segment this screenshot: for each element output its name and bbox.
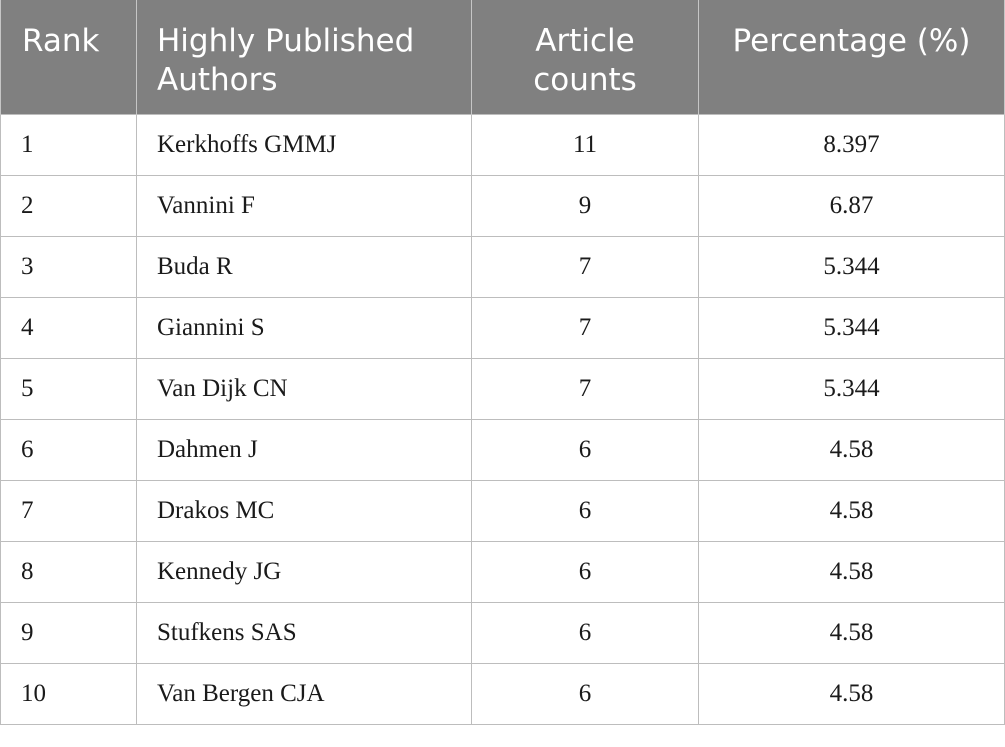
table-row: 1 Kerkhoffs GMMJ 11 8.397: [0, 113, 1005, 176]
percentage-cell: 6.87: [698, 174, 1005, 237]
percentage-cell: 4.58: [698, 540, 1005, 603]
table-row: 2 Vannini F 9 6.87: [0, 174, 1005, 237]
table-row: 5 Van Dijk CN 7 5.344: [0, 357, 1005, 420]
table-row: 8 Kennedy JG 6 4.58: [0, 540, 1005, 603]
rank-cell: 3: [0, 235, 137, 298]
header-counts-line1: Article: [535, 23, 635, 59]
header-percentage: Percentage (%): [698, 0, 1005, 114]
percentage-cell: 5.344: [698, 296, 1005, 359]
table-row: 9 Stufkens SAS 6 4.58: [0, 601, 1005, 664]
article-count-cell: 7: [471, 296, 699, 359]
rank-cell: 4: [0, 296, 137, 359]
author-cell: Vannini F: [136, 174, 472, 237]
article-count-cell: 6: [471, 662, 699, 725]
header-authors-line2: Authors: [157, 62, 278, 98]
author-cell: Stufkens SAS: [136, 601, 472, 664]
percentage-cell: 5.344: [698, 235, 1005, 298]
article-count-cell: 6: [471, 479, 699, 542]
article-count-cell: 6: [471, 601, 699, 664]
article-count-cell: 7: [471, 357, 699, 420]
percentage-cell: 4.58: [698, 418, 1005, 481]
article-count-cell: 6: [471, 540, 699, 603]
rank-cell: 2: [0, 174, 137, 237]
rank-cell: 6: [0, 418, 137, 481]
table-row: 6 Dahmen J 6 4.58: [0, 418, 1005, 481]
header-rank: Rank: [0, 0, 137, 114]
rank-cell: 10: [0, 662, 137, 725]
header-counts-line2: counts: [533, 62, 637, 98]
author-cell: Dahmen J: [136, 418, 472, 481]
percentage-cell: 5.344: [698, 357, 1005, 420]
article-count-cell: 11: [471, 113, 699, 176]
header-percentage-label: Percentage (%): [732, 23, 971, 59]
percentage-cell: 4.58: [698, 601, 1005, 664]
article-count-cell: 7: [471, 235, 699, 298]
author-cell: Buda R: [136, 235, 472, 298]
table-body: 1 Kerkhoffs GMMJ 11 8.397 2 Vannini F 9 …: [0, 113, 1005, 725]
table-row: 10 Van Bergen CJA 6 4.58: [0, 662, 1005, 725]
header-rank-label: Rank: [22, 23, 100, 59]
table-header: Rank Highly Published Authors Article coun…: [0, 0, 1005, 114]
percentage-cell: 4.58: [698, 662, 1005, 725]
table-row: 7 Drakos MC 6 4.58: [0, 479, 1005, 542]
percentage-cell: 4.58: [698, 479, 1005, 542]
header-authors: Highly Published Authors: [136, 0, 472, 114]
author-cell: Kerkhoffs GMMJ: [136, 113, 472, 176]
author-cell: Van Dijk CN: [136, 357, 472, 420]
rank-cell: 5: [0, 357, 137, 420]
rank-cell: 7: [0, 479, 137, 542]
author-cell: Giannini S: [136, 296, 472, 359]
table-row: 3 Buda R 7 5.344: [0, 235, 1005, 298]
rank-cell: 1: [0, 113, 137, 176]
header-authors-line1: Highly Published: [157, 23, 415, 59]
author-cell: Van Bergen CJA: [136, 662, 472, 725]
author-cell: Drakos MC: [136, 479, 472, 542]
authors-table: Rank Highly Published Authors Article coun…: [0, 0, 1005, 725]
header-article-counts: Article counts: [471, 0, 699, 114]
rank-cell: 9: [0, 601, 137, 664]
header-row: Rank Highly Published Authors Article coun…: [0, 0, 1005, 114]
percentage-cell: 8.397: [698, 113, 1005, 176]
article-count-cell: 9: [471, 174, 699, 237]
author-cell: Kennedy JG: [136, 540, 472, 603]
table-row: 4 Giannini S 7 5.344: [0, 296, 1005, 359]
article-count-cell: 6: [471, 418, 699, 481]
rank-cell: 8: [0, 540, 137, 603]
